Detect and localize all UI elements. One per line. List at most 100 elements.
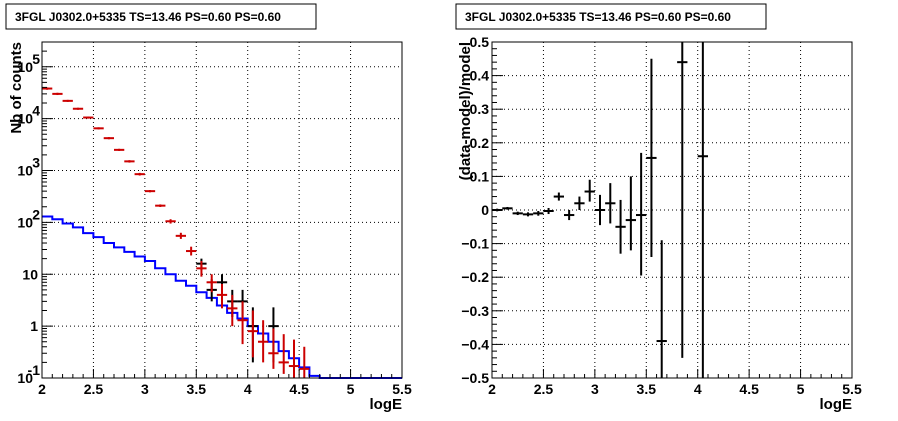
residual-y-tick-label: −0.2 <box>461 269 489 285</box>
counts-x-tick-label: 5 <box>347 381 355 397</box>
residual-point <box>564 210 575 221</box>
residual-point <box>502 206 513 210</box>
residual-title-box <box>455 3 767 30</box>
counts-x-axis-label: logE <box>370 396 403 413</box>
counts-marks <box>42 87 402 379</box>
model-point <box>155 204 166 207</box>
residual-point <box>656 240 667 378</box>
model-point <box>134 172 145 176</box>
residual-point <box>574 196 585 210</box>
residual-y-axis-label: (data-model)/model <box>457 42 474 180</box>
model-point <box>288 339 300 378</box>
residual-point <box>636 152 647 276</box>
counts-x-tick-label: 5.5 <box>392 381 412 397</box>
model-point <box>62 99 73 102</box>
residual-y-tick-label: 0.5 <box>470 34 490 50</box>
residual-point <box>543 207 554 215</box>
counts-x-tick-label: 4.5 <box>289 381 309 397</box>
residual-point <box>646 58 657 258</box>
model-point <box>258 320 269 363</box>
model-point <box>103 137 114 140</box>
residual-x-tick-label: 4.5 <box>739 381 759 397</box>
background-model-histogram <box>42 215 402 379</box>
model-point <box>114 148 125 151</box>
model-point <box>216 283 228 309</box>
counts-grid <box>42 42 402 378</box>
model-point <box>124 160 135 163</box>
counts-y-tick-label: 10 <box>17 214 33 230</box>
residual-ticks: 2 2.5 3 3.5 4 4.5 5 5.5 −0.5 −0.4 −0.3 −0.2 −0.1 0 0.1… <box>461 34 862 397</box>
residual-x-tick-label: 5 <box>797 381 805 397</box>
residual-point <box>553 192 564 201</box>
residual-point <box>522 212 534 217</box>
counts-y-tick-label: 1 <box>30 318 38 334</box>
counts-panel: 3FGL J0302.0+5335 TS=13.46 PS=0.60 PS=0.… <box>5 3 412 413</box>
counts-title: 3FGL J0302.0+5335 TS=13.46 PS=0.60 PS=0.… <box>15 10 281 24</box>
residual-y-tick-label: 0.3 <box>470 101 490 117</box>
residual-grid <box>492 42 852 378</box>
model-point <box>247 310 258 358</box>
residual-x-tick-label: 2 <box>488 381 496 397</box>
residual-point <box>677 42 688 358</box>
model-point <box>175 232 186 239</box>
counts-y-axis-label: Nb of counts <box>8 42 25 134</box>
model-point <box>227 294 238 327</box>
model-point <box>144 190 156 193</box>
counts-y-tick-label: 10 <box>17 163 33 179</box>
counts-y-tick-label: 10 <box>17 370 33 386</box>
residual-y-tick-label: −0.4 <box>461 336 489 352</box>
model-point <box>165 219 176 224</box>
counts-x-tick-label: 2.5 <box>84 381 104 397</box>
residual-y-tick-label: 0.4 <box>470 68 490 84</box>
model-point <box>186 246 197 256</box>
residual-x-tick-label: 4 <box>694 381 702 397</box>
residual-y-tick-label: −0.1 <box>461 236 489 252</box>
counts-x-tick-label: 2 <box>38 381 46 397</box>
counts-title-box <box>5 3 317 30</box>
counts-y-tick-exponent: 3 <box>32 155 40 171</box>
model-point <box>196 261 207 277</box>
model-point <box>206 274 217 293</box>
residual-y-tick-label: −0.5 <box>461 370 489 386</box>
residual-x-tick-label: 2.5 <box>534 381 554 397</box>
model-point <box>52 92 63 96</box>
counts-y-tick-exponent: 2 <box>32 206 40 222</box>
model-point <box>278 334 289 374</box>
model-point <box>237 301 248 345</box>
model-point <box>42 87 53 90</box>
residual-x-tick-label: 5.5 <box>842 381 862 397</box>
counts-y-tick-exponent: 4 <box>32 103 40 119</box>
residual-title: 3FGL J0302.0+5335 TS=13.46 PS=0.60 PS=0.… <box>465 10 731 24</box>
model-point <box>268 328 279 369</box>
residual-point <box>605 183 616 224</box>
counts-y-tick-exponent: -1 <box>28 362 41 378</box>
residual-y-tick-label: 0 <box>481 202 489 218</box>
residual-y-tick-label: −0.3 <box>461 303 489 319</box>
counts-x-tick-label: 3.5 <box>187 381 207 397</box>
residual-point <box>512 211 523 216</box>
residual-x-axis-label: logE <box>820 396 853 413</box>
residual-y-tick-label: 0.2 <box>470 135 490 151</box>
counts-plot-frame <box>41 41 403 379</box>
counts-y-tick-label: 10 <box>22 266 38 282</box>
residual-point <box>594 194 606 226</box>
residual-x-tick-label: 3 <box>591 381 599 397</box>
residual-panel: 3FGL J0302.0+5335 TS=13.46 PS=0.60 PS=0.… <box>455 3 862 413</box>
counts-y-tick-label: 10 <box>17 111 33 127</box>
counts-x-tick-label: 4 <box>244 381 252 397</box>
counts-y-tick-label: 10 <box>17 59 33 75</box>
model-point <box>299 346 310 378</box>
model-point <box>72 107 84 110</box>
model-point <box>93 127 104 130</box>
residual-marks <box>492 42 708 378</box>
residual-point <box>697 42 708 378</box>
residual-point <box>625 176 636 251</box>
residual-point <box>584 179 595 202</box>
model-point <box>83 116 94 119</box>
residual-point <box>615 199 626 254</box>
residual-x-tick-label: 3.5 <box>637 381 657 397</box>
residual-y-tick-label: 0.1 <box>470 168 490 184</box>
residual-point <box>533 211 544 216</box>
